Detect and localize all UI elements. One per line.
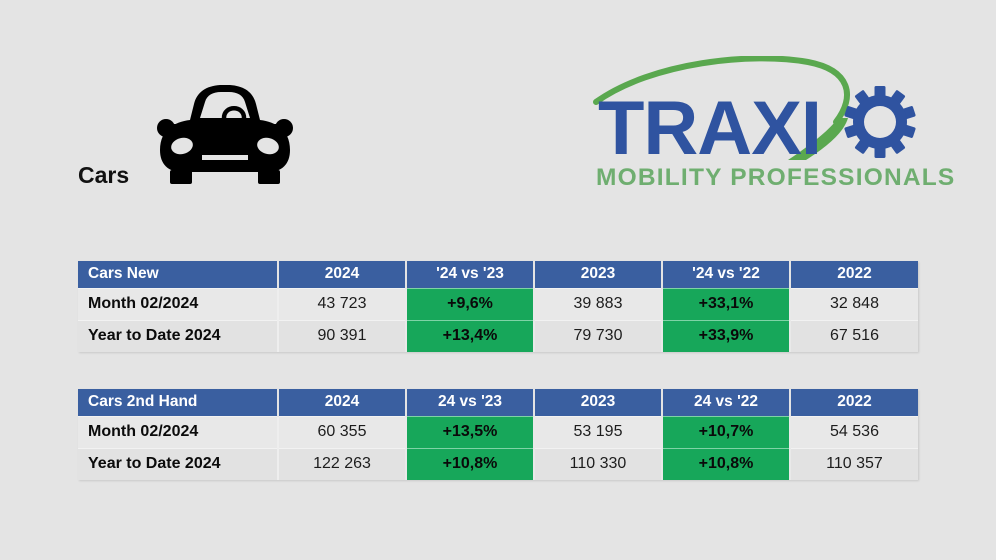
gear-o-icon — [844, 86, 916, 158]
header-24vs23-t2: 24 vs '23 — [406, 389, 535, 416]
cell-2023-ytd-t1: 79 730 — [534, 319, 662, 352]
header-2023-t2: 2023 — [534, 389, 663, 416]
category-label: Cars — [78, 162, 130, 188]
table-cars-2nd-hand: Cars 2nd Hand 2024 24 vs '23 2023 24 vs … — [78, 389, 918, 480]
cell-24vs23-month-t1: +9,6% — [405, 287, 535, 320]
row-label-ytd-t1: Year to Date 2024 — [78, 319, 279, 352]
cell-24vs22-month-t2: +10,7% — [661, 415, 791, 448]
cell-2024-ytd-t1: 90 391 — [278, 319, 406, 352]
cell-24vs22-ytd-t1: +33,9% — [661, 319, 791, 352]
cell-2024-ytd-t2: 122 263 — [278, 447, 406, 480]
table-row: Year to Date 2024 90 391 +13,4% 79 730 +… — [78, 319, 918, 352]
row-label-month-t1: Month 02/2024 — [78, 287, 279, 320]
header-cars-2nd-hand: Cars 2nd Hand — [78, 389, 279, 416]
header-area: Cars TRAXI — [0, 0, 996, 240]
header-2023-t1: 2023 — [534, 261, 663, 288]
logo-tagline: MOBILITY PROFESSIONALS — [596, 164, 956, 191]
category-badge: Cars — [70, 78, 330, 203]
cell-2023-ytd-t2: 110 330 — [534, 447, 662, 480]
table-row: Month 02/2024 43 723 +9,6% 39 883 +33,1%… — [78, 287, 918, 320]
row-label-month-t2: Month 02/2024 — [78, 415, 279, 448]
header-2024-t1: 2024 — [278, 261, 407, 288]
cell-2024-month-t2: 60 355 — [278, 415, 406, 448]
cell-24vs23-month-t2: +13,5% — [405, 415, 535, 448]
car-front-icon — [150, 78, 300, 188]
logo-wordmark: TRAXI — [592, 55, 928, 171]
header-24vs23-t1: '24 vs '23 — [406, 261, 535, 288]
table-row: Month 02/2024 60 355 +13,5% 53 195 +10,7… — [78, 415, 918, 448]
header-2022-t1: 2022 — [790, 261, 918, 288]
cell-24vs22-month-t1: +33,1% — [661, 287, 791, 320]
row-label-ytd-t2: Year to Date 2024 — [78, 447, 279, 480]
header-24vs22-t2: 24 vs '22 — [662, 389, 791, 416]
table-row: Year to Date 2024 122 263 +10,8% 110 330… — [78, 447, 918, 480]
cell-2022-ytd-t1: 67 516 — [790, 319, 918, 352]
table-cars-new: Cars New 2024 '24 vs '23 2023 '24 vs '22… — [78, 261, 918, 352]
cell-2023-month-t1: 39 883 — [534, 287, 662, 320]
header-24vs22-t1: '24 vs '22 — [662, 261, 791, 288]
cell-2022-month-t1: 32 848 — [790, 287, 918, 320]
cell-2024-month-t1: 43 723 — [278, 287, 406, 320]
cell-24vs23-ytd-t1: +13,4% — [405, 319, 535, 352]
cell-24vs23-ytd-t2: +10,8% — [405, 447, 535, 480]
header-2022-t2: 2022 — [790, 389, 918, 416]
traxio-logo: TRAXI — [592, 55, 956, 202]
cell-24vs22-ytd-t2: +10,8% — [661, 447, 791, 480]
table-header-row: Cars 2nd Hand 2024 24 vs '23 2023 24 vs … — [78, 389, 918, 416]
cell-2023-month-t2: 53 195 — [534, 415, 662, 448]
cell-2022-ytd-t2: 110 357 — [790, 447, 918, 480]
header-2024-t2: 2024 — [278, 389, 407, 416]
header-cars-new: Cars New — [78, 261, 279, 288]
logo-letters: TRAXI — [598, 86, 821, 168]
table-header-row: Cars New 2024 '24 vs '23 2023 '24 vs '22… — [78, 261, 918, 288]
cell-2022-month-t2: 54 536 — [790, 415, 918, 448]
